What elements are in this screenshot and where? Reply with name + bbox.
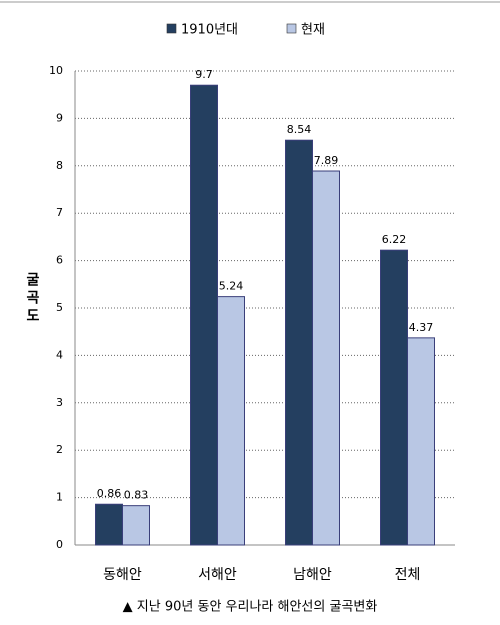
- y-tick-label: 6: [56, 254, 63, 267]
- bar: [95, 503, 123, 546]
- x-tick-label: 동해안: [103, 567, 142, 583]
- bar: [122, 505, 150, 546]
- y-tick-label: 7: [56, 206, 63, 219]
- x-tick-label: 남해안: [293, 567, 332, 583]
- value-label: 0.83: [124, 489, 149, 502]
- value-label: 0.86: [97, 487, 122, 500]
- x-tick-label: 서해안: [198, 567, 237, 583]
- caption: ▲ 지난 90년 동안 우리나라 해안선의 굴곡변화: [123, 600, 378, 615]
- value-label: 9.7: [195, 68, 213, 81]
- bar: [217, 296, 245, 546]
- bar: [312, 170, 340, 546]
- y-tick-label: 3: [56, 396, 63, 409]
- legend-swatch: [166, 23, 177, 34]
- y-tick-label: 1: [56, 491, 63, 504]
- legend-label: 현재: [301, 23, 325, 38]
- bar: [285, 139, 313, 546]
- value-label: 6.22: [382, 233, 407, 246]
- y-tick-label: 4: [56, 348, 63, 361]
- bar: [407, 337, 435, 546]
- value-label: 7.89: [314, 154, 339, 167]
- y-tick-label: 2: [56, 443, 63, 456]
- bar: [190, 84, 218, 546]
- x-tick-label: 전체: [395, 567, 421, 583]
- value-label: 8.54: [287, 123, 312, 136]
- legend-label: 1910년대: [181, 23, 238, 38]
- value-label: 4.37: [409, 321, 434, 334]
- y-axis-label: 굴곡도: [24, 272, 40, 326]
- legend-swatch: [286, 23, 297, 34]
- y-tick-label: 0: [56, 538, 63, 551]
- y-tick-label: 8: [56, 159, 63, 172]
- y-tick-label: 5: [56, 301, 63, 314]
- bar: [380, 249, 408, 546]
- y-tick-label: 9: [56, 111, 63, 124]
- value-label: 5.24: [219, 280, 244, 293]
- y-tick-label: 10: [49, 64, 63, 77]
